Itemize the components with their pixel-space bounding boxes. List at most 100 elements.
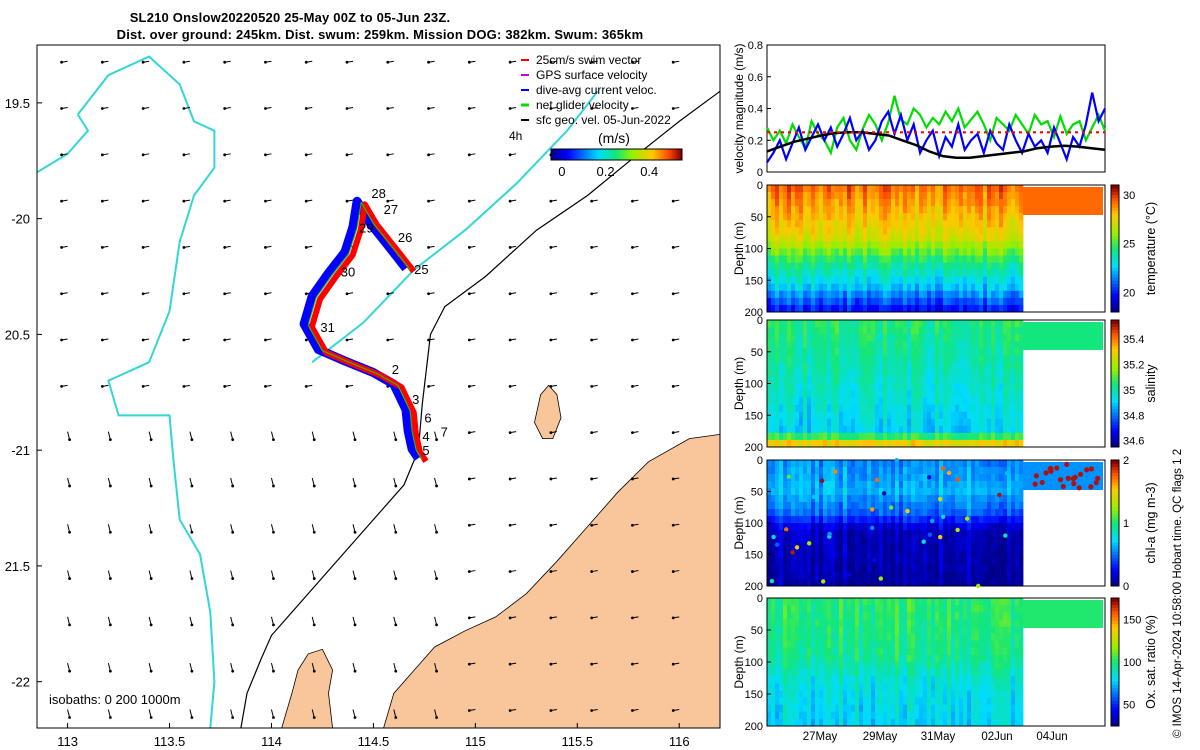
- salinity-cell: [835, 397, 840, 406]
- temperature-cell: [843, 213, 848, 221]
- temperature-cell: [823, 248, 828, 256]
- salinity-cell: [975, 397, 980, 406]
- chlorophyll-cell: [927, 495, 932, 503]
- temperature-cell: [995, 304, 1000, 313]
- chlorophyll-cell: [991, 572, 996, 580]
- chlorophyll-cell: [847, 509, 852, 517]
- oxygen-cell: [887, 633, 892, 642]
- salinity-cell: [775, 376, 780, 384]
- temperature-cell: [771, 213, 776, 221]
- salinity-cell: [879, 327, 884, 335]
- oxygen-cell: [847, 676, 852, 684]
- chlorophyll-cell: [787, 544, 792, 552]
- chl-sample-dot: [929, 518, 935, 524]
- oxygen-cell: [879, 633, 884, 642]
- salinity-cell: [923, 411, 928, 420]
- salinity-cell: [995, 404, 1000, 413]
- temperature-cell: [855, 206, 860, 214]
- salinity-cell: [935, 432, 940, 441]
- chlorophyll-cell: [863, 495, 868, 503]
- salinity-cell: [1003, 320, 1008, 328]
- salinity-cell: [863, 390, 868, 399]
- temperature-cell: [839, 241, 844, 249]
- oxygen-cell: [783, 690, 788, 698]
- colorbar-cell: [679, 149, 683, 160]
- temperature-cell: [803, 304, 808, 313]
- chlorophyll-cell: [1003, 523, 1008, 531]
- salinity-cell: [823, 425, 828, 434]
- temperature-cell: [907, 297, 912, 306]
- sfc-geo-arrow-head: [549, 246, 553, 249]
- chlorophyll-cell: [895, 544, 900, 552]
- salinity-cell: [975, 376, 980, 384]
- oxygen-cell: [815, 662, 820, 670]
- temperature-cell: [839, 297, 844, 306]
- oxygen-cell: [779, 683, 784, 691]
- salinity-cell: [851, 432, 856, 441]
- salinity-cell: [775, 411, 780, 420]
- salinity-cell: [767, 397, 772, 406]
- salinity-cell: [843, 334, 848, 342]
- chlorophyll-cell: [783, 544, 788, 552]
- temperature-cell: [907, 206, 912, 214]
- salinity-cell: [783, 432, 788, 441]
- oxygen-cell: [807, 690, 812, 698]
- chlorophyll-cell: [891, 544, 896, 552]
- temperature-cell: [779, 206, 784, 214]
- oxygen-cell: [859, 605, 864, 613]
- chlorophyll-cell: [879, 516, 884, 524]
- temperature-cell: [967, 262, 972, 271]
- chlorophyll-cell: [827, 544, 832, 552]
- chlorophyll-cell: [995, 565, 1000, 573]
- temperature-cell: [791, 248, 796, 256]
- chlorophyll-cell: [783, 481, 788, 489]
- chl-sample-dot: [771, 534, 776, 540]
- oxygen-cell: [867, 619, 872, 627]
- temperature-cell: [979, 206, 984, 214]
- oxygen-cell: [807, 612, 812, 620]
- salinity-cell: [787, 341, 792, 349]
- chlorophyll-colorbar-tick-label: 2: [1123, 455, 1129, 467]
- day-label: 29: [359, 221, 373, 236]
- temperature-cell: [975, 192, 980, 200]
- chlorophyll-cell: [999, 509, 1004, 517]
- chlorophyll-cell: [835, 495, 840, 503]
- temperature-cell: [819, 262, 824, 271]
- chlorophyll-cell: [859, 516, 864, 524]
- chlorophyll-cell: [819, 502, 824, 510]
- temperature-cell: [835, 262, 840, 271]
- salinity-cell: [855, 355, 860, 363]
- temperature-cell: [855, 269, 860, 278]
- chlorophyll-cell: [839, 474, 844, 482]
- oxygen-cell: [807, 676, 812, 684]
- chlorophyll-cell: [887, 579, 892, 587]
- salinity-cell: [883, 418, 888, 427]
- temperature-cell: [975, 262, 980, 271]
- temperature-cell: [955, 234, 960, 242]
- temperature-cell: [947, 192, 952, 200]
- salinity-cell: [799, 376, 804, 384]
- chlorophyll-cell: [999, 495, 1004, 503]
- chlorophyll-cell: [1015, 530, 1020, 538]
- salinity-cell: [883, 369, 888, 377]
- temperature-cell: [879, 234, 884, 242]
- temperature-cell: [951, 213, 956, 221]
- temperature-colorbar-cell: [1111, 299, 1119, 303]
- chlorophyll-cell: [979, 460, 984, 468]
- chlorophyll-cell: [839, 481, 844, 489]
- chlorophyll-cell: [943, 467, 948, 475]
- salinity-y-tick-label: 200: [745, 442, 763, 454]
- salinity-cell: [867, 334, 872, 342]
- chlorophyll-cell: [879, 523, 884, 531]
- chlorophyll-cell: [999, 474, 1004, 482]
- temperature-cell: [863, 185, 868, 193]
- temperature-cell: [791, 304, 796, 313]
- temperature-cell: [915, 185, 920, 193]
- sfc-geo-arrow-head: [590, 431, 594, 435]
- temperature-cell: [795, 262, 800, 271]
- salinity-cell: [867, 383, 872, 391]
- sfc-geo-arrow-head: [345, 199, 349, 203]
- temperature-cell: [815, 206, 820, 214]
- salinity-cell: [767, 383, 772, 391]
- salinity-cell: [903, 390, 908, 399]
